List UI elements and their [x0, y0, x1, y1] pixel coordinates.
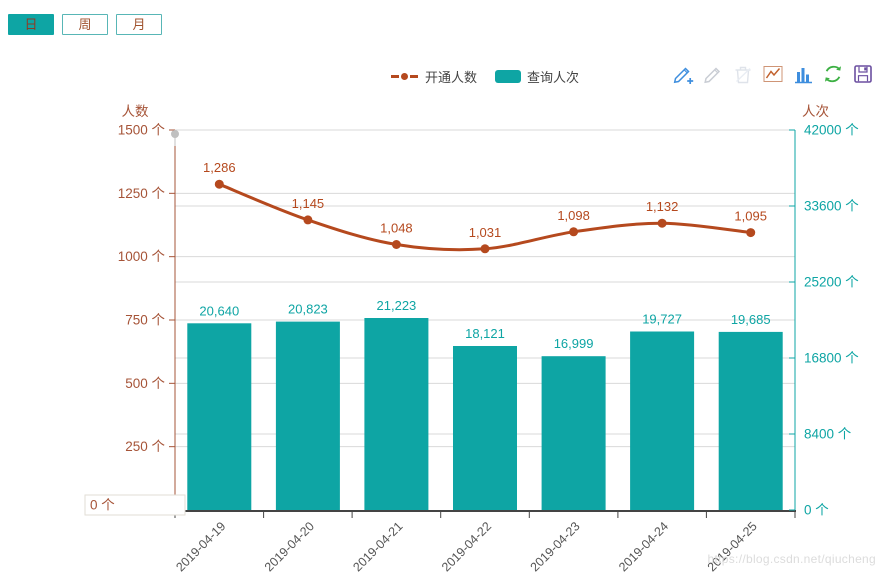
line-point[interactable]	[569, 227, 579, 237]
line-series-icon	[390, 73, 419, 80]
left-axis-label: 500 个	[125, 376, 165, 391]
right-axis-label: 25200 个	[804, 275, 859, 290]
right-axis-label: 33600 个	[804, 199, 859, 214]
right-axis-label: 42000 个	[804, 123, 859, 138]
line-point[interactable]	[391, 240, 401, 249]
bar-value-label: 19,727	[642, 312, 682, 327]
bar[interactable]	[541, 356, 606, 510]
bar-chart-icon[interactable]	[791, 62, 815, 86]
bar[interactable]	[630, 331, 695, 511]
line-point[interactable]	[214, 179, 224, 189]
month-button[interactable]: 月	[116, 14, 162, 35]
legend-item-open-users[interactable]: 开通人数	[390, 67, 477, 86]
watermark: https://blog.csdn.net/qiucheng	[707, 552, 876, 566]
zero-label-box	[84, 494, 186, 516]
x-axis-label: 2019-04-25	[705, 519, 760, 574]
bar-value-label: 20,640	[199, 303, 239, 318]
legend-label-open-users: 开通人数	[424, 70, 477, 85]
x-axis-label: 2019-04-23	[528, 519, 583, 574]
save-icon[interactable]	[851, 62, 875, 86]
left-axis-label: 750 个	[125, 313, 165, 328]
line-chart-icon[interactable]	[761, 62, 785, 86]
line-point[interactable]	[303, 215, 313, 225]
bar-value-label: 20,823	[288, 302, 328, 317]
pencil-icon[interactable]	[701, 62, 725, 86]
line-value-label: 1,145	[292, 196, 325, 211]
x-axis-label: 2019-04-21	[350, 519, 405, 574]
right-axis-label: 0 个	[804, 503, 829, 518]
zero-label: 0 个	[90, 498, 115, 513]
legend-item-query-visits[interactable]: 查询人次	[495, 67, 579, 86]
line-point[interactable]	[480, 244, 490, 254]
left-axis-label: 250 个	[125, 439, 165, 454]
line-point[interactable]	[657, 218, 667, 228]
x-axis-label: 2019-04-24	[616, 519, 671, 574]
left-axis-label: 1000 个	[118, 249, 166, 264]
legend-label-query-visits: 查询人次	[527, 70, 580, 85]
bar[interactable]	[275, 321, 340, 510]
refresh-icon[interactable]	[821, 62, 845, 86]
bar-value-label: 19,685	[731, 312, 771, 327]
period-switcher: 日 周 月	[8, 14, 162, 35]
left-axis-label: 1250 个	[118, 186, 166, 201]
bar-value-label: 21,223	[377, 298, 417, 313]
bar-value-label: 16,999	[554, 336, 594, 351]
line-point[interactable]	[746, 228, 756, 238]
line-series	[218, 182, 751, 252]
left-axis-label: 1500 个	[118, 123, 166, 138]
x-axis-label: 2019-04-20	[262, 519, 317, 574]
bar-series-icon	[495, 70, 521, 83]
bar[interactable]	[718, 331, 783, 510]
x-axis-label: 2019-04-19	[173, 519, 228, 574]
axis-handle[interactable]	[171, 130, 179, 138]
x-axis-label: 2019-04-22	[439, 519, 494, 574]
line-value-label: 1,286	[203, 160, 236, 175]
right-axis-title: 人次	[802, 104, 829, 119]
line-value-label: 1,132	[646, 199, 679, 214]
line-value-label: 1,031	[469, 225, 502, 240]
bar[interactable]	[453, 346, 517, 510]
chart-toolbar	[671, 62, 875, 86]
bar[interactable]	[364, 318, 429, 510]
chart-legend: 开通人数 查询人次	[175, 67, 795, 86]
right-axis-label: 8400 个	[804, 427, 852, 442]
week-button[interactable]: 周	[62, 14, 108, 35]
bar-value-label: 18,121	[465, 326, 505, 341]
trash-icon[interactable]	[731, 62, 755, 86]
bar[interactable]	[187, 323, 252, 510]
day-button[interactable]: 日	[8, 14, 54, 35]
line-value-label: 1,048	[380, 221, 413, 236]
left-axis-title: 人数	[122, 104, 149, 119]
right-axis-label: 16800 个	[804, 351, 859, 366]
pencil-add-icon[interactable]	[671, 62, 695, 86]
line-value-label: 1,098	[557, 208, 590, 223]
line-value-label: 1,095	[734, 209, 767, 224]
